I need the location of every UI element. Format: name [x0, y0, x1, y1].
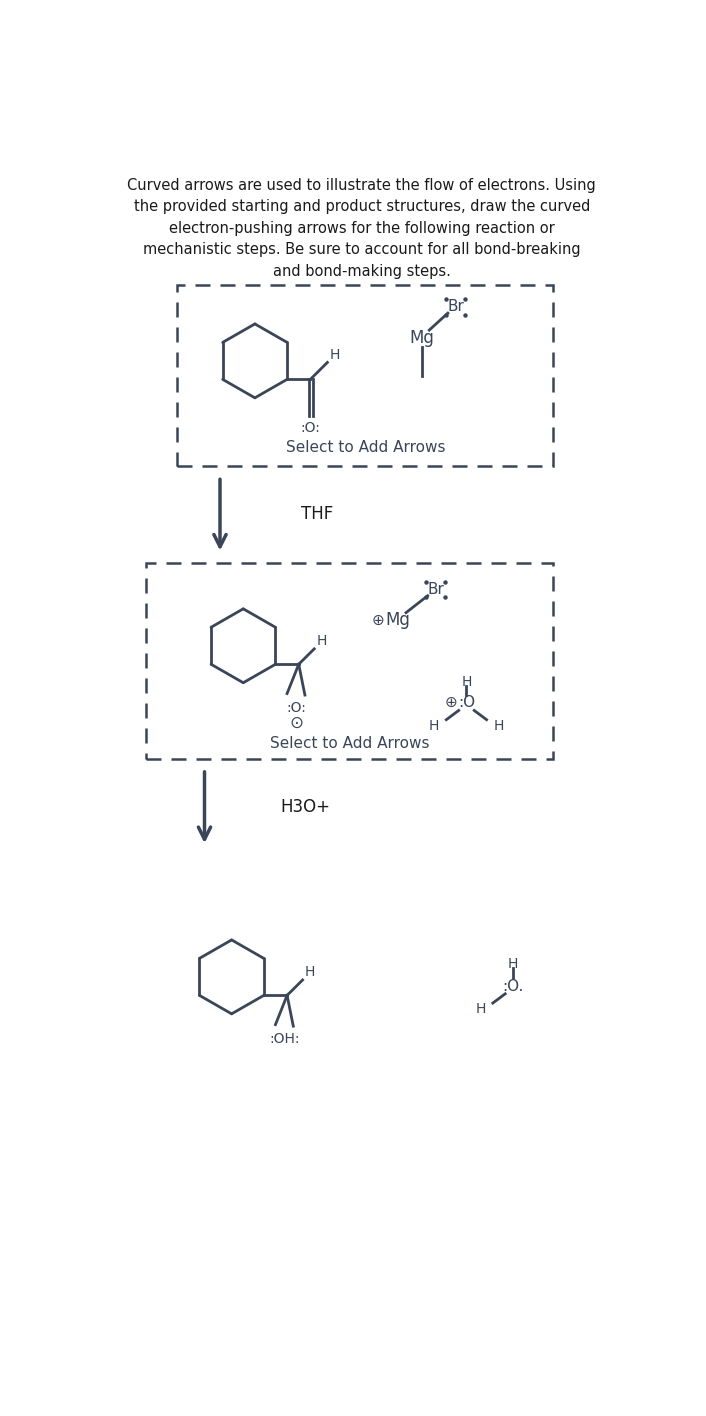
Text: ⊕: ⊕: [445, 695, 457, 711]
Text: Select to Add Arrows: Select to Add Arrows: [270, 736, 429, 750]
Text: :O: :O: [458, 695, 475, 711]
Text: ⊕: ⊕: [372, 613, 385, 627]
Text: Br: Br: [427, 582, 444, 598]
Bar: [146, 562, 554, 759]
Text: :O:: :O:: [301, 421, 321, 435]
Text: H: H: [475, 1003, 486, 1017]
Text: :O.: :O.: [502, 978, 524, 994]
Text: H: H: [305, 966, 316, 980]
Text: H: H: [330, 348, 340, 361]
Text: Curved arrows are used to illustrate the flow of electrons. Using
the provided s: Curved arrows are used to illustrate the…: [128, 177, 596, 279]
Text: Mg: Mg: [409, 329, 434, 347]
Text: H: H: [316, 634, 327, 649]
Text: H: H: [429, 719, 439, 733]
Text: H: H: [493, 719, 504, 733]
Text: :O:: :O:: [286, 701, 306, 715]
Text: H3O+: H3O+: [280, 799, 330, 817]
Text: H: H: [508, 957, 518, 971]
Text: THF: THF: [301, 506, 333, 523]
Text: Mg: Mg: [385, 612, 411, 629]
Text: H: H: [461, 675, 472, 690]
Text: ⊙: ⊙: [289, 714, 303, 732]
Text: Select to Add Arrows: Select to Add Arrows: [285, 439, 445, 455]
Text: :OH:: :OH:: [269, 1032, 299, 1046]
Text: Br: Br: [447, 299, 464, 314]
Bar: [177, 286, 554, 466]
